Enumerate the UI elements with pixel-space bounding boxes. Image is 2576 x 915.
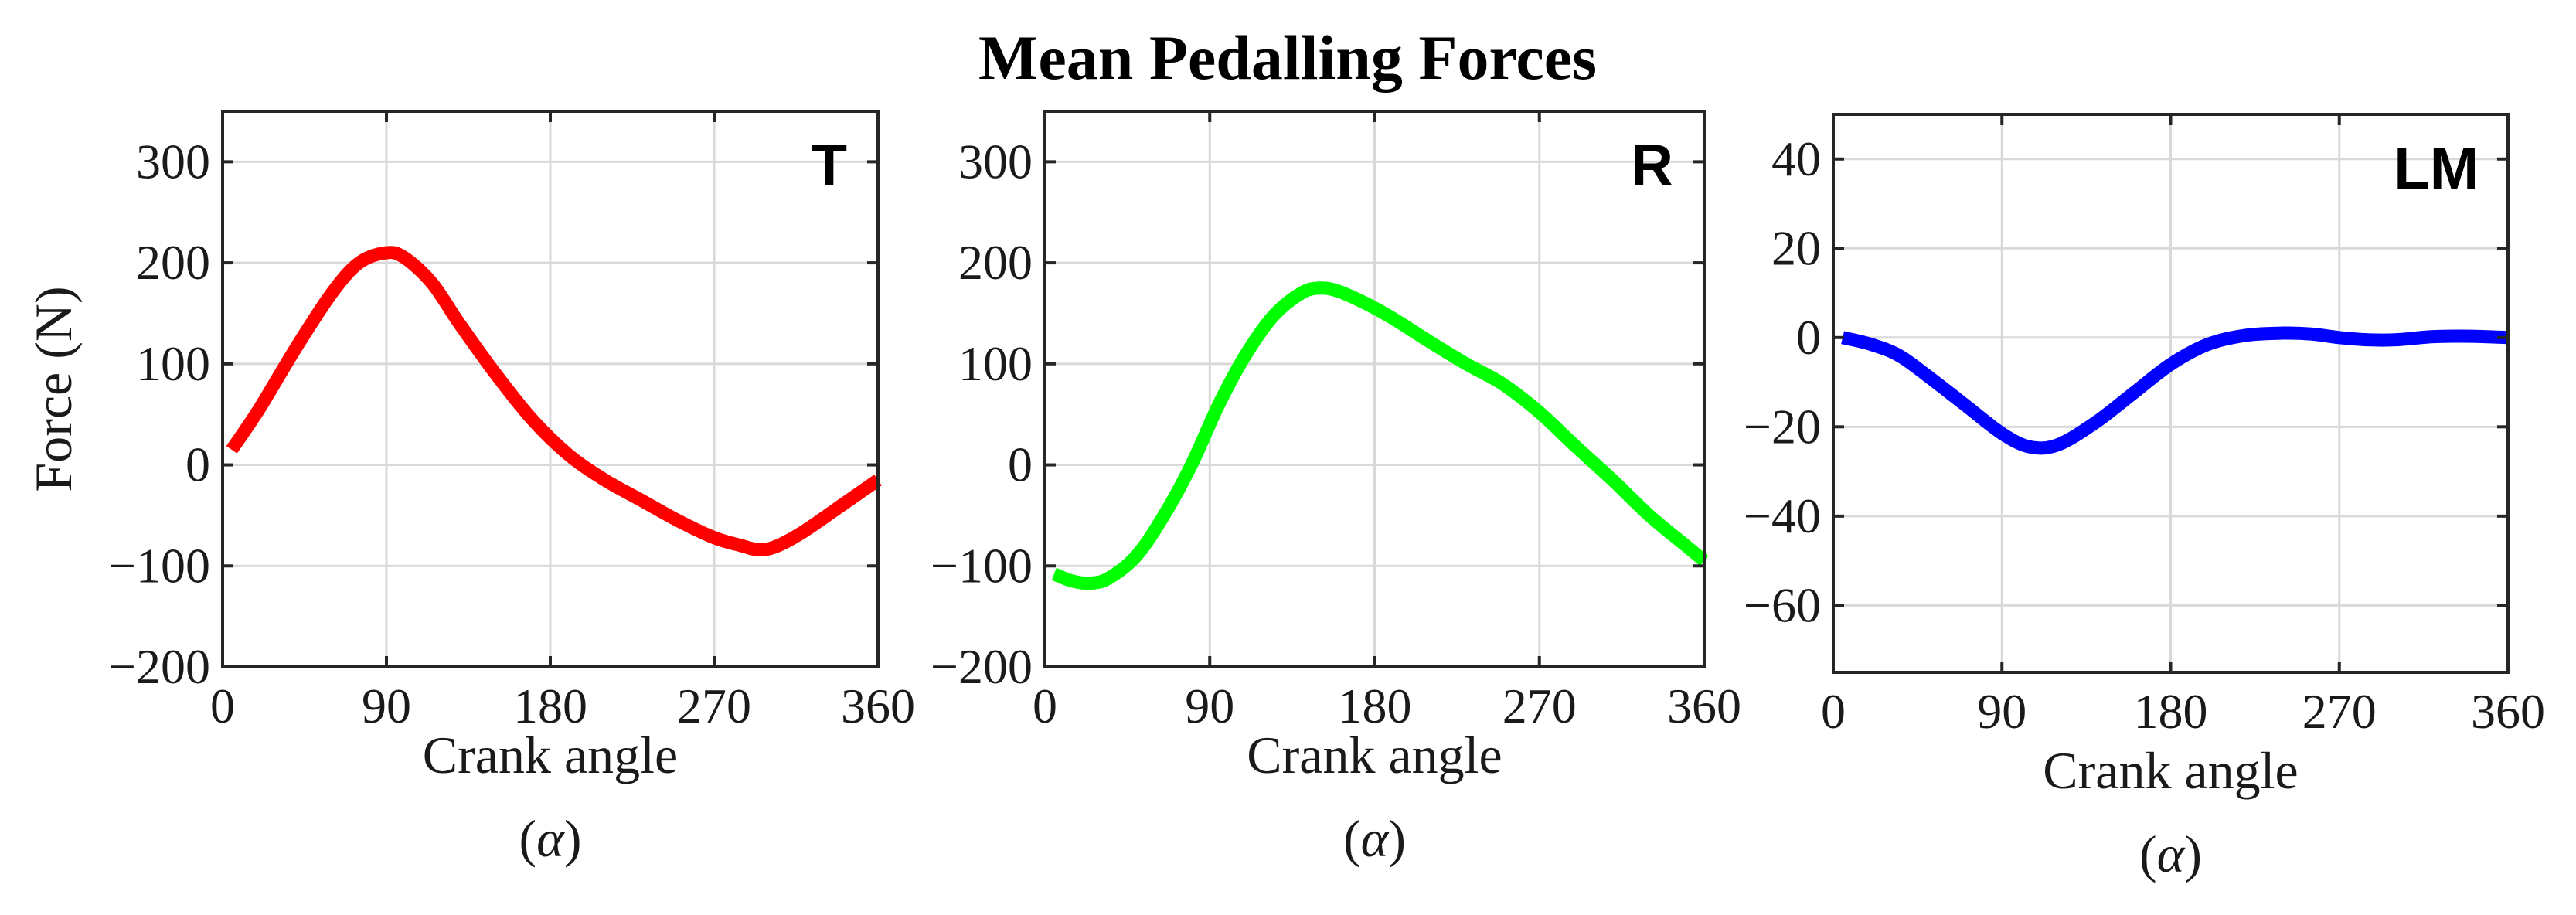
x-tick-label: 360 bbox=[2471, 684, 2545, 739]
panel-r: 0 90 180 270 360 −200 −100 0 100 200 300 R Crank ang… bbox=[931, 110, 1741, 868]
series-line-r bbox=[1051, 281, 1709, 590]
x-tick-label: 360 bbox=[1667, 679, 1741, 733]
x-tick-label: 0 bbox=[210, 679, 235, 733]
x-axis-sublabel-close: ) bbox=[564, 809, 582, 868]
x-tick-label: 270 bbox=[1502, 679, 1577, 733]
x-axis-label: Crank angle bbox=[423, 726, 678, 784]
y-tick-label: −100 bbox=[108, 538, 210, 593]
x-tick-label: 0 bbox=[1033, 679, 1057, 733]
y-tick-label: −40 bbox=[1744, 488, 1821, 543]
y-tick-label: 0 bbox=[1796, 310, 1821, 365]
x-tick-label: 90 bbox=[362, 679, 411, 733]
y-tick-label: −60 bbox=[1744, 577, 1821, 632]
x-axis-label: Crank angle bbox=[2043, 741, 2298, 800]
series-line-lm bbox=[1841, 326, 2509, 455]
x-axis-sublabel: (α) bbox=[2139, 825, 2202, 883]
panel-label: LM bbox=[2394, 136, 2479, 202]
x-axis-sublabel: (α) bbox=[519, 809, 581, 868]
y-tick-label: −100 bbox=[931, 538, 1033, 593]
y-tick-label: 200 bbox=[958, 235, 1033, 290]
x-axis-label: Crank angle bbox=[1247, 726, 1502, 784]
panel-label: T bbox=[812, 133, 847, 199]
x-axis-sublabel-open: ( bbox=[1343, 809, 1361, 868]
x-tick-label: 180 bbox=[2134, 684, 2208, 739]
x-axis-sublabel-close: ) bbox=[2184, 825, 2202, 883]
x-tick-label: 180 bbox=[513, 679, 587, 733]
x-axis-sublabel-open: ( bbox=[519, 809, 536, 868]
x-tick-label: 90 bbox=[1977, 684, 2026, 739]
x-tick-label: 0 bbox=[1821, 684, 1846, 739]
y-tick-label: 0 bbox=[1008, 437, 1033, 492]
x-axis-sublabel: (α) bbox=[1343, 809, 1406, 868]
y-tick-label: 200 bbox=[136, 235, 210, 290]
alpha-symbol: α bbox=[2157, 825, 2186, 883]
x-tick-label: 270 bbox=[2302, 684, 2377, 739]
x-axis-sublabel-close: ) bbox=[1388, 809, 1406, 868]
alpha-symbol: α bbox=[1361, 809, 1390, 868]
y-axis-label: Force (N) bbox=[24, 286, 83, 492]
y-tick-label: 100 bbox=[136, 336, 210, 391]
x-tick-label: 180 bbox=[1338, 679, 1412, 733]
x-tick-label: 360 bbox=[841, 679, 915, 733]
alpha-symbol: α bbox=[536, 809, 565, 868]
series-line-t bbox=[226, 246, 882, 556]
y-tick-label: 300 bbox=[958, 134, 1033, 189]
y-tick-label: −200 bbox=[108, 639, 210, 694]
x-axis-sublabel-open: ( bbox=[2139, 825, 2157, 883]
panel-lm: 0 90 180 270 360 −60 −40 −20 0 20 40 LM Crank angle (… bbox=[1744, 113, 2545, 883]
y-tick-label: 0 bbox=[185, 437, 210, 492]
panel-t: 0 90 180 270 360 −200 −100 0 100 200 300 T Crank ang… bbox=[24, 110, 915, 868]
chart-title: Mean Pedalling Forces bbox=[978, 22, 1597, 93]
y-tick-label: 300 bbox=[136, 134, 210, 189]
y-tick-label: 40 bbox=[1771, 131, 1821, 186]
y-tick-label: −20 bbox=[1744, 399, 1821, 454]
y-tick-label: 100 bbox=[958, 336, 1033, 391]
x-tick-label: 270 bbox=[677, 679, 751, 733]
y-tick-label: −200 bbox=[931, 639, 1033, 694]
panel-label: R bbox=[1631, 133, 1673, 199]
y-tick-label: 20 bbox=[1771, 220, 1821, 275]
x-tick-label: 90 bbox=[1185, 679, 1234, 733]
